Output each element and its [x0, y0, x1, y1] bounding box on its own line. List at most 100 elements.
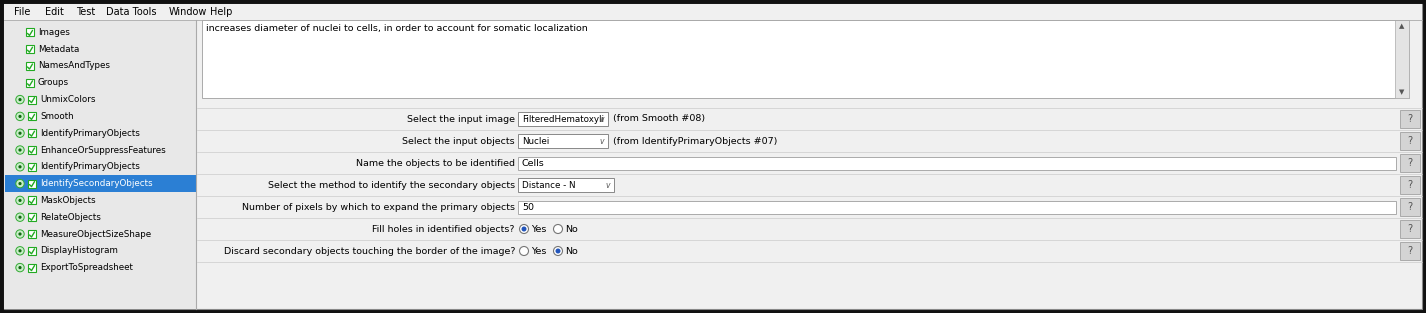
Text: ?: ?	[1407, 202, 1413, 212]
Bar	[26, 28, 34, 36]
Text: v: v	[599, 137, 603, 146]
Text: ?: ?	[1407, 158, 1413, 168]
Circle shape	[553, 247, 562, 255]
Circle shape	[19, 115, 21, 118]
Text: IdentifySecondaryObjects: IdentifySecondaryObjects	[40, 179, 153, 188]
Text: Smooth: Smooth	[40, 112, 74, 121]
Bar	[6, 175, 195, 192]
Text: (from IdentifyPrimaryObjects #07): (from IdentifyPrimaryObjects #07)	[613, 136, 777, 146]
Bar	[29, 213, 36, 221]
Circle shape	[16, 247, 24, 255]
Text: ?: ?	[1407, 224, 1413, 234]
Circle shape	[16, 129, 24, 137]
Text: ▲: ▲	[1399, 23, 1405, 29]
Bar	[29, 95, 36, 104]
Text: MeasureObjectSizeShape: MeasureObjectSizeShape	[40, 229, 151, 239]
Bar	[29, 196, 36, 204]
Text: Distance - N: Distance - N	[522, 181, 576, 189]
Text: ?: ?	[1407, 180, 1413, 190]
Circle shape	[19, 165, 21, 168]
Bar	[29, 129, 36, 137]
Circle shape	[16, 146, 24, 154]
Text: Cells: Cells	[522, 158, 545, 167]
Text: Nuclei: Nuclei	[522, 136, 549, 146]
Bar	[518, 178, 615, 192]
Bar	[1400, 132, 1420, 150]
Bar	[29, 264, 36, 272]
Text: Yes: Yes	[530, 224, 546, 233]
Bar	[4, 20, 195, 309]
Bar	[29, 230, 36, 238]
Text: Yes: Yes	[530, 247, 546, 255]
Circle shape	[19, 249, 21, 252]
Circle shape	[16, 179, 24, 188]
Text: Groups: Groups	[39, 78, 68, 87]
Circle shape	[519, 224, 529, 233]
Text: Metadata: Metadata	[39, 45, 80, 54]
Text: Edit: Edit	[44, 7, 64, 17]
Bar	[518, 134, 607, 148]
Bar	[1400, 110, 1420, 128]
Text: v: v	[599, 115, 603, 124]
Text: Help: Help	[210, 7, 232, 17]
Text: No: No	[565, 224, 578, 233]
Bar	[4, 4, 1422, 20]
Circle shape	[19, 148, 21, 151]
Bar	[1395, 20, 1409, 98]
Circle shape	[19, 182, 21, 185]
Circle shape	[19, 131, 21, 135]
Text: EnhanceOrSuppressFeatures: EnhanceOrSuppressFeatures	[40, 146, 165, 155]
Bar	[1400, 242, 1420, 260]
Bar	[1400, 220, 1420, 238]
Bar	[1400, 198, 1420, 216]
Bar	[26, 79, 34, 87]
Bar	[518, 156, 1396, 170]
Text: Test: Test	[76, 7, 96, 17]
Bar	[1400, 176, 1420, 194]
Text: No: No	[565, 247, 578, 255]
Text: FilteredHematoxyli: FilteredHematoxyli	[522, 115, 605, 124]
Circle shape	[16, 162, 24, 171]
Bar	[202, 20, 1409, 98]
Circle shape	[16, 112, 24, 121]
Text: ExportToSpreadsheet: ExportToSpreadsheet	[40, 263, 133, 272]
Bar	[26, 62, 34, 70]
Text: File: File	[14, 7, 30, 17]
Text: ?: ?	[1407, 114, 1413, 124]
Bar	[29, 146, 36, 154]
Text: Select the input image: Select the input image	[406, 115, 515, 124]
Circle shape	[19, 232, 21, 236]
Bar	[1400, 154, 1420, 172]
Circle shape	[553, 224, 562, 233]
Text: Number of pixels by which to expand the primary objects: Number of pixels by which to expand the …	[242, 203, 515, 212]
Text: ?: ?	[1407, 246, 1413, 256]
Bar	[29, 180, 36, 187]
Bar	[26, 45, 34, 53]
Bar	[29, 247, 36, 255]
Text: Fill holes in identified objects?: Fill holes in identified objects?	[372, 224, 515, 233]
Bar	[518, 201, 1396, 213]
Text: IdentifyPrimaryObjects: IdentifyPrimaryObjects	[40, 129, 140, 138]
Text: IdentifyPrimaryObjects: IdentifyPrimaryObjects	[40, 162, 140, 171]
Text: MaskObjects: MaskObjects	[40, 196, 96, 205]
Text: RelateObjects: RelateObjects	[40, 213, 101, 222]
Text: 50: 50	[522, 203, 533, 212]
Bar	[518, 112, 607, 126]
Circle shape	[556, 249, 560, 254]
Text: UnmixColors: UnmixColors	[40, 95, 96, 104]
Text: DisplayHistogram: DisplayHistogram	[40, 246, 118, 255]
Text: Data Tools: Data Tools	[107, 7, 157, 17]
Bar	[29, 163, 36, 171]
Text: Discard secondary objects touching the border of the image?: Discard secondary objects touching the b…	[224, 247, 515, 255]
Text: increases diameter of nuclei to cells, in order to account for somatic localizat: increases diameter of nuclei to cells, i…	[205, 24, 588, 33]
Text: ?: ?	[1407, 136, 1413, 146]
Circle shape	[16, 196, 24, 205]
Circle shape	[16, 95, 24, 104]
Text: ▼: ▼	[1399, 89, 1405, 95]
Text: Select the method to identify the secondary objects: Select the method to identify the second…	[268, 181, 515, 189]
Text: NamesAndTypes: NamesAndTypes	[39, 61, 110, 70]
Text: Images: Images	[39, 28, 70, 37]
Circle shape	[519, 247, 529, 255]
Circle shape	[522, 227, 526, 232]
Text: (from Smooth #08): (from Smooth #08)	[613, 115, 704, 124]
